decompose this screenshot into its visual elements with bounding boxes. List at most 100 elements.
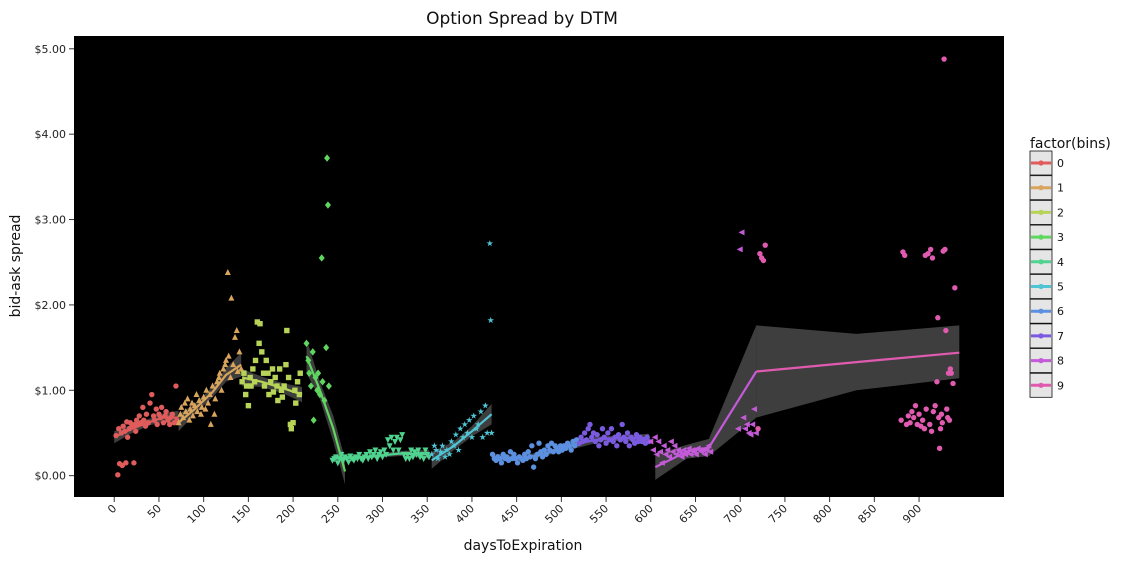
data-point-0-14	[131, 460, 137, 466]
data-point-5-23	[479, 433, 486, 441]
data-point-0-16	[133, 428, 139, 434]
y-tick-label-0: $0.00	[35, 470, 67, 483]
data-point-5-2	[432, 446, 440, 453]
data-point-7-21	[614, 443, 620, 449]
data-point-4-31	[384, 437, 391, 444]
data-point-1-32	[223, 356, 230, 363]
data-point-6-12	[511, 451, 517, 458]
data-point-8-39	[743, 421, 750, 428]
legend: factor(bins) 0 1 2 3 4 5 6 7 8 9	[1029, 136, 1111, 398]
data-point-6-26	[536, 440, 542, 446]
data-point-9-3	[760, 257, 767, 264]
data-point-4-42	[404, 451, 411, 458]
data-point-3-10	[318, 254, 325, 262]
data-point-7-24	[619, 421, 625, 428]
data-point-9-22	[927, 421, 933, 428]
data-point-9-24	[928, 428, 935, 434]
data-point-4-45	[409, 454, 416, 461]
data-point-9-21	[925, 250, 931, 257]
data-point-0-41	[169, 411, 176, 417]
data-point-7-14	[601, 434, 607, 440]
data-point-8-30	[701, 451, 708, 458]
data-point-8-25	[692, 451, 699, 458]
data-point-6-20	[525, 449, 531, 455]
data-point-8-33	[707, 448, 714, 455]
data-point-2-37	[294, 379, 301, 385]
data-point-5-28	[488, 429, 495, 436]
data-point-0-31	[154, 421, 160, 428]
data-point-4-44	[408, 447, 415, 454]
data-point-5-12	[455, 446, 462, 453]
data-point-0-7	[122, 428, 128, 434]
data-point-4-2	[333, 454, 340, 461]
data-point-7-10	[594, 431, 600, 438]
legend-marker-0	[1038, 160, 1044, 166]
data-point-9-34	[939, 420, 945, 426]
data-point-1-5	[182, 408, 189, 415]
data-point-5-3	[434, 455, 442, 462]
data-point-5-19	[470, 412, 478, 419]
data-point-8-9	[664, 447, 671, 454]
legend-title: factor(bins)	[1030, 136, 1111, 152]
data-point-8-1	[649, 447, 656, 454]
data-point-6-29	[541, 447, 548, 453]
data-point-0-17	[133, 417, 140, 423]
data-point-3-2	[306, 369, 313, 377]
data-point-8-37	[740, 414, 747, 421]
data-point-2-29	[283, 361, 289, 368]
data-point-8-3	[653, 451, 660, 458]
trend-line-1	[177, 363, 242, 424]
data-point-6-0	[489, 451, 496, 458]
data-point-5-1	[431, 442, 438, 449]
data-point-7-19	[610, 438, 616, 445]
data-point-9-27	[932, 402, 938, 409]
data-point-4-25	[374, 456, 381, 463]
data-point-5-15	[461, 420, 469, 428]
data-point-7-22	[615, 431, 622, 438]
data-point-8-11	[667, 438, 674, 445]
data-point-6-14	[514, 460, 521, 466]
data-point-4-28	[379, 454, 386, 461]
data-point-2-15	[261, 383, 268, 389]
legend-marker-4	[1038, 259, 1044, 265]
data-point-4-36	[393, 434, 400, 441]
x-tick-label-150: 150	[229, 502, 253, 526]
data-point-0-0	[113, 432, 119, 439]
data-point-4-47	[413, 451, 420, 458]
data-point-4-27	[377, 449, 384, 456]
legend-label-1: 1	[1057, 182, 1064, 195]
data-point-9-28	[934, 379, 940, 385]
data-point-7-38	[644, 434, 650, 440]
data-point-0-10	[124, 434, 131, 440]
data-point-1-38	[231, 333, 238, 340]
data-point-2-7	[250, 366, 256, 372]
data-point-1-16	[198, 403, 205, 410]
trend-line-3	[305, 355, 347, 472]
data-point-4-43	[406, 456, 413, 463]
data-point-3-6	[312, 373, 319, 382]
data-point-0-1	[115, 472, 121, 478]
data-point-2-19	[268, 379, 274, 385]
data-point-2-0	[239, 379, 245, 385]
data-point-8-42	[749, 421, 756, 428]
y-tick-label-3: $3.00	[35, 214, 67, 227]
data-point-6-21	[527, 454, 533, 460]
x-tick-label-100: 100	[185, 502, 209, 526]
data-point-0-8	[123, 460, 129, 466]
data-point-9-42	[946, 417, 953, 423]
data-point-0-39	[166, 421, 173, 428]
data-point-9-46	[952, 285, 958, 291]
data-point-0-6	[120, 423, 126, 429]
y-tick-label-4: $4.00	[35, 128, 67, 141]
data-point-1-3	[180, 414, 187, 421]
data-point-5-5	[439, 442, 446, 449]
data-point-3-16	[325, 382, 332, 390]
data-point-8-17	[678, 453, 685, 460]
data-point-4-52	[422, 447, 429, 454]
data-point-3-14	[324, 154, 331, 162]
data-point-0-35	[160, 420, 167, 426]
data-point-1-20	[205, 399, 212, 406]
data-point-5-0	[428, 450, 436, 458]
data-point-9-25	[929, 255, 936, 261]
